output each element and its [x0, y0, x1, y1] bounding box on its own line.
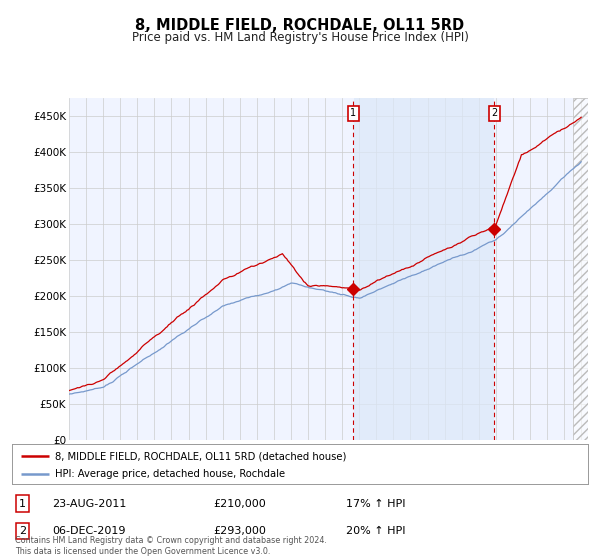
Text: 1: 1 — [350, 109, 356, 118]
Text: 20% ↑ HPI: 20% ↑ HPI — [346, 526, 406, 536]
Text: HPI: Average price, detached house, Rochdale: HPI: Average price, detached house, Roch… — [55, 469, 286, 479]
Text: 06-DEC-2019: 06-DEC-2019 — [52, 526, 126, 536]
Text: £210,000: £210,000 — [214, 498, 266, 508]
Text: 1: 1 — [19, 498, 26, 508]
Text: 17% ↑ HPI: 17% ↑ HPI — [346, 498, 406, 508]
Text: 23-AUG-2011: 23-AUG-2011 — [52, 498, 127, 508]
Text: Contains HM Land Registry data © Crown copyright and database right 2024.
This d: Contains HM Land Registry data © Crown c… — [15, 536, 327, 556]
Text: Price paid vs. HM Land Registry's House Price Index (HPI): Price paid vs. HM Land Registry's House … — [131, 31, 469, 44]
Text: £293,000: £293,000 — [214, 526, 266, 536]
Text: 2: 2 — [491, 109, 497, 118]
Text: 8, MIDDLE FIELD, ROCHDALE, OL11 5RD: 8, MIDDLE FIELD, ROCHDALE, OL11 5RD — [136, 18, 464, 34]
Text: 8, MIDDLE FIELD, ROCHDALE, OL11 5RD (detached house): 8, MIDDLE FIELD, ROCHDALE, OL11 5RD (det… — [55, 451, 347, 461]
Text: 2: 2 — [19, 526, 26, 536]
